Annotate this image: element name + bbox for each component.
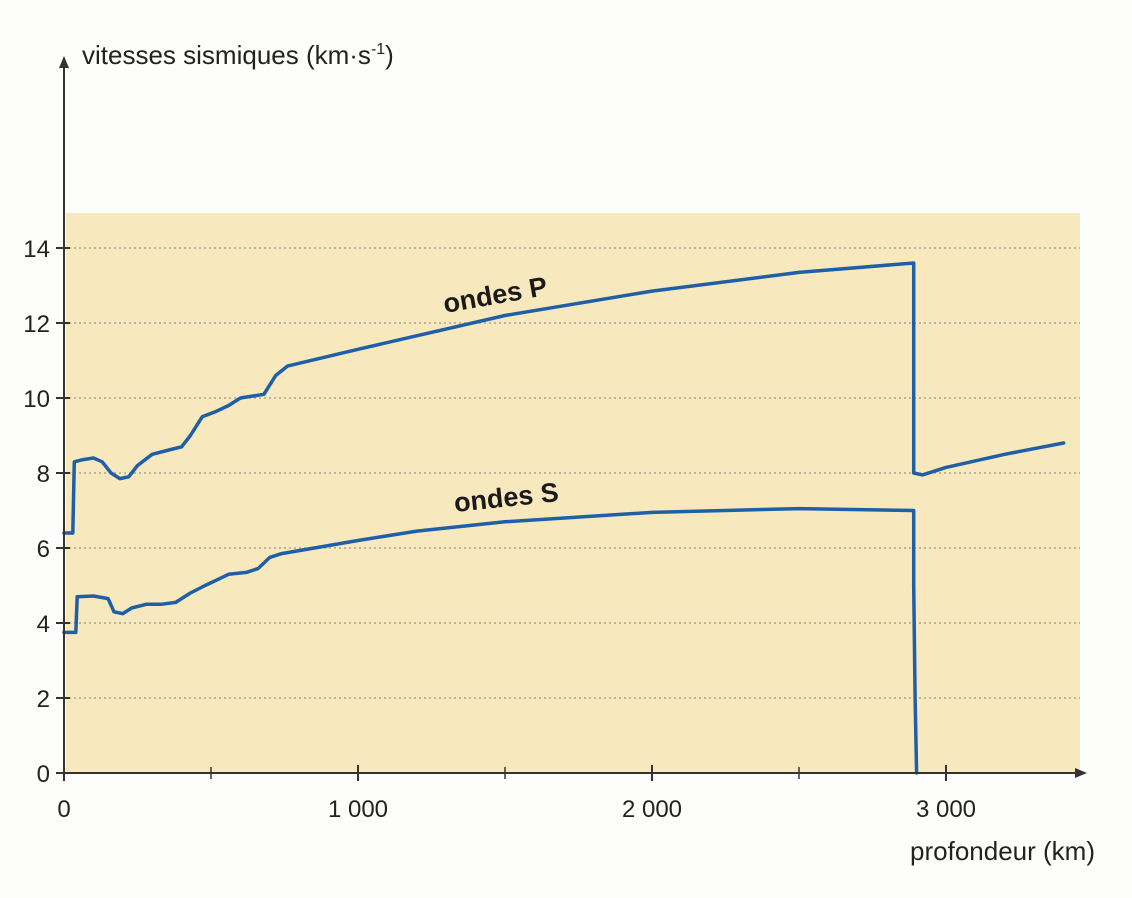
series-layer: [62, 261, 1066, 775]
y-tick-label-6: 6: [37, 536, 50, 563]
ticks: 0 2 4 6 8 10 12 14 0 1 000 2 000 3 000: [23, 236, 976, 823]
series-line-s-waves: [62, 506, 919, 775]
x-tick-label-1000: 1 000: [328, 796, 388, 823]
y-tick-label-4: 4: [37, 611, 50, 638]
x-tick-label-3000: 3 000: [916, 796, 976, 823]
y-axis-title: vitesses sismiques (km·s-1): [82, 40, 394, 70]
y-tick-label-8: 8: [37, 461, 50, 488]
x-axis-title: profondeur (km): [910, 836, 1095, 866]
y-tick-label-14: 14: [23, 236, 50, 263]
series-line-p-waves: [62, 261, 1066, 535]
y-tick-label-10: 10: [23, 386, 50, 413]
y-tick-label-2: 2: [37, 686, 50, 713]
y-tick-label-12: 12: [23, 311, 50, 338]
x-tick-label-2000: 2 000: [622, 796, 682, 823]
y-tick-label-0: 0: [37, 761, 50, 788]
x-tick-label-0: 0: [57, 796, 70, 823]
plot-background-band: [66, 213, 1080, 773]
grid: [64, 247, 1080, 699]
